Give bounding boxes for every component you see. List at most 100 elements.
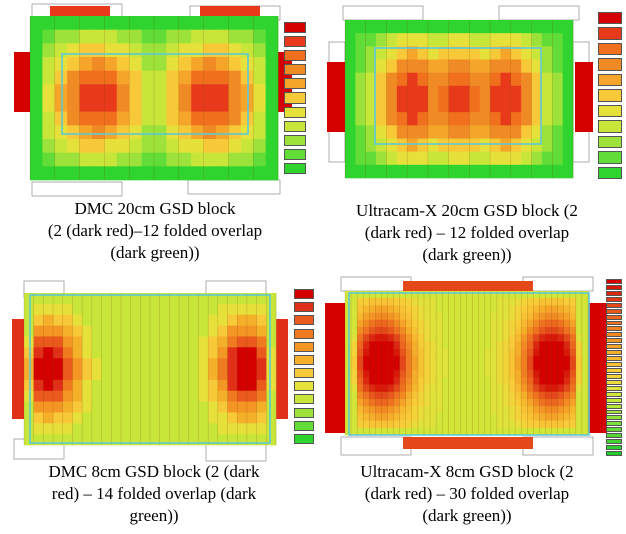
overlap-cell [521,305,528,313]
overlap-cell [405,319,413,328]
overlap-cell [472,355,479,364]
overlap-cell [43,412,54,424]
overlap-cell [82,303,93,316]
overlap-cell [369,298,376,306]
overlap-cell [345,384,352,393]
overlap-cell [417,291,425,299]
color-legend [284,22,306,177]
overlap-cell [484,370,492,378]
overlap-cell [490,298,498,306]
caption-line: Ultracam-X 20cm GSD block (2 [356,201,578,220]
overlap-cell [533,312,540,321]
overlap-cell [521,334,528,342]
overlap-cell [581,327,589,335]
overlap-cell [62,336,73,348]
overlap-cell [365,99,377,113]
overlap-cell [557,348,565,357]
overlap-cell [154,43,167,58]
overlap-cell [515,406,522,414]
overlap-cell [62,303,73,316]
overlap-cell [510,72,522,87]
legend-swatch [284,64,306,76]
overlap-cell [539,291,546,299]
overlap-cell [217,390,228,402]
overlap-cell [539,355,546,364]
overlap-cell [438,33,449,47]
overlap-cell [67,84,80,99]
overlap-cell [188,390,199,402]
overlap-cell [33,293,44,305]
overlap-cell [240,43,254,58]
overlap-cell [509,377,516,385]
overlap-cell [208,303,219,316]
overlap-cell [386,151,398,166]
overlap-cell [531,151,543,166]
overlap-cell [502,355,510,364]
overlap-cell [345,391,352,400]
overlap-cell [30,43,43,58]
overlap-cell [557,377,565,385]
overlap-cell [539,406,546,414]
overlap-cell [423,413,431,421]
overlap-cell [496,413,504,421]
overlap-cell [405,327,413,335]
overlap-cell [62,412,73,424]
overlap-cell [430,319,437,328]
overlap-cell [557,413,565,421]
overlap-cell [53,434,64,446]
overlap-cell [179,423,190,435]
overlap-cell [24,358,34,370]
overlap-cell [484,399,492,407]
image-footprint [498,5,580,21]
overlap-cell [399,341,407,349]
overlap-cell [581,420,589,429]
overlap-cell [484,348,492,357]
overlap-cell [466,406,473,414]
overlap-cell [369,420,376,429]
overlap-cell [130,314,141,326]
overlap-cell [557,298,565,306]
overlap-cell [496,348,504,357]
overlap-cell [266,293,277,305]
overlap-cell [472,370,479,378]
overlap-cell [403,437,533,449]
overlap-cell [62,325,73,337]
overlap-cell [427,151,439,166]
overlap-cell [569,334,577,342]
overlap-cell [159,434,170,446]
overlap-cell [30,125,43,140]
overlap-cell [265,98,279,112]
overlap-cell [527,391,534,400]
overlap-cell [423,399,431,407]
overlap-cell [140,325,151,337]
overlap-cell [82,401,93,413]
legend-swatch [284,148,306,160]
overlap-cell [375,312,382,321]
overlap-cell [169,358,180,370]
overlap-cell [551,298,558,306]
overlap-cell [438,99,449,113]
overlap-cell [154,125,167,140]
overlap-cell [442,406,449,414]
overlap-cell [386,99,398,113]
overlap-cell [62,390,73,402]
overlap-cell [79,57,93,71]
overlap-cell [381,399,388,407]
overlap-cell [179,390,190,402]
overlap-cell [141,139,155,153]
overlap-cell [502,312,510,321]
overlap-cell [169,293,180,305]
overlap-cell [581,341,589,349]
overlap-cell [460,312,467,321]
overlap-cell [240,70,254,85]
overlap-cell [533,370,540,378]
overlap-cell [203,70,217,85]
overlap-cell [460,319,467,328]
overlap-cell [129,29,142,44]
overlap-cell [130,347,141,359]
overlap-cell [369,363,376,371]
overlap-cell [256,369,267,381]
overlap-cell [545,319,552,328]
overlap-cell [411,355,419,364]
overlap-cell [436,406,443,414]
